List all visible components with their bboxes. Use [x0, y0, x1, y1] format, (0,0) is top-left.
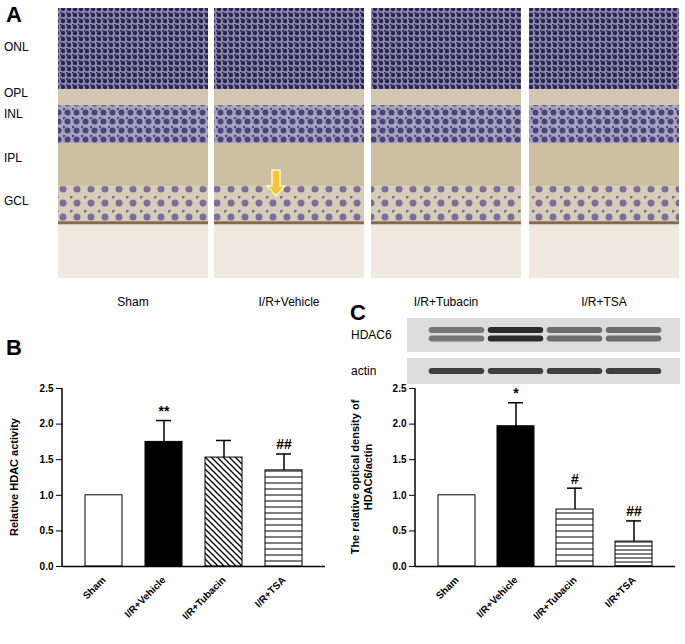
html-text:B: B [6, 335, 22, 360]
svg-text:0.5: 0.5 [393, 525, 407, 536]
svg-text:Sham: Sham [117, 295, 148, 309]
html-text:C: C [350, 300, 366, 325]
svg-text:1.0: 1.0 [393, 490, 407, 501]
svg-text:2.5: 2.5 [393, 383, 407, 394]
svg-text:I/R+Tubacin: I/R+Tubacin [180, 574, 228, 622]
svg-text:OPL: OPL [4, 86, 28, 100]
svg-text:HDAC6: HDAC6 [351, 328, 392, 342]
svg-text:GCL: GCL [4, 194, 29, 208]
svg-text:1.5: 1.5 [40, 454, 54, 465]
svg-text:0.0: 0.0 [40, 561, 54, 572]
svg-text:I/R+Vehicle: I/R+Vehicle [258, 295, 319, 309]
svg-text:ONL: ONL [4, 40, 29, 54]
svg-text:Sham: Sham [81, 574, 108, 601]
svg-text:I/R+Tubacin: I/R+Tubacin [531, 574, 579, 622]
svg-text:##: ## [626, 503, 642, 519]
svg-text:0.0: 0.0 [393, 561, 407, 572]
svg-text:Relative HDAC activity: Relative HDAC activity [8, 417, 20, 536]
svg-text:I/R+TSA: I/R+TSA [581, 295, 627, 309]
html-text:A: A [6, 2, 22, 27]
svg-text:The relative optical density o: The relative optical density ofHDAC6/act… [349, 399, 374, 554]
svg-text:actin: actin [351, 364, 376, 378]
svg-text:I/R+Tubacin: I/R+Tubacin [414, 295, 479, 309]
svg-text:INL: INL [4, 107, 23, 121]
svg-text:I/R+TSA: I/R+TSA [603, 574, 638, 609]
svg-text:1.0: 1.0 [40, 490, 54, 501]
svg-text:2.5: 2.5 [40, 383, 54, 394]
svg-text:0.5: 0.5 [40, 525, 54, 536]
svg-text:I/R+TSA: I/R+TSA [253, 574, 288, 609]
svg-text:#: # [571, 471, 579, 487]
svg-text:IPL: IPL [4, 151, 22, 165]
svg-text:Sham: Sham [434, 574, 461, 601]
svg-text:I/R+Vehicle: I/R+Vehicle [122, 574, 168, 620]
svg-text:2.0: 2.0 [40, 418, 54, 429]
svg-text:I/R+Vehicle: I/R+Vehicle [474, 574, 520, 620]
svg-text:**: ** [159, 403, 170, 419]
svg-text:*: * [513, 385, 519, 401]
svg-text:2.0: 2.0 [393, 418, 407, 429]
svg-text:##: ## [276, 436, 292, 452]
svg-text:1.5: 1.5 [393, 454, 407, 465]
